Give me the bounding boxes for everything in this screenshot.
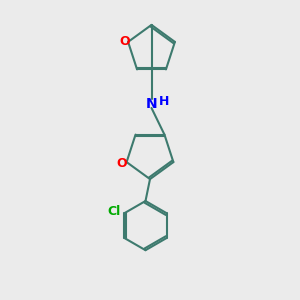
Text: H: H [159, 94, 170, 108]
Text: Cl: Cl [107, 205, 120, 218]
Text: O: O [119, 35, 130, 48]
Text: N: N [146, 97, 157, 110]
Text: O: O [117, 157, 128, 170]
